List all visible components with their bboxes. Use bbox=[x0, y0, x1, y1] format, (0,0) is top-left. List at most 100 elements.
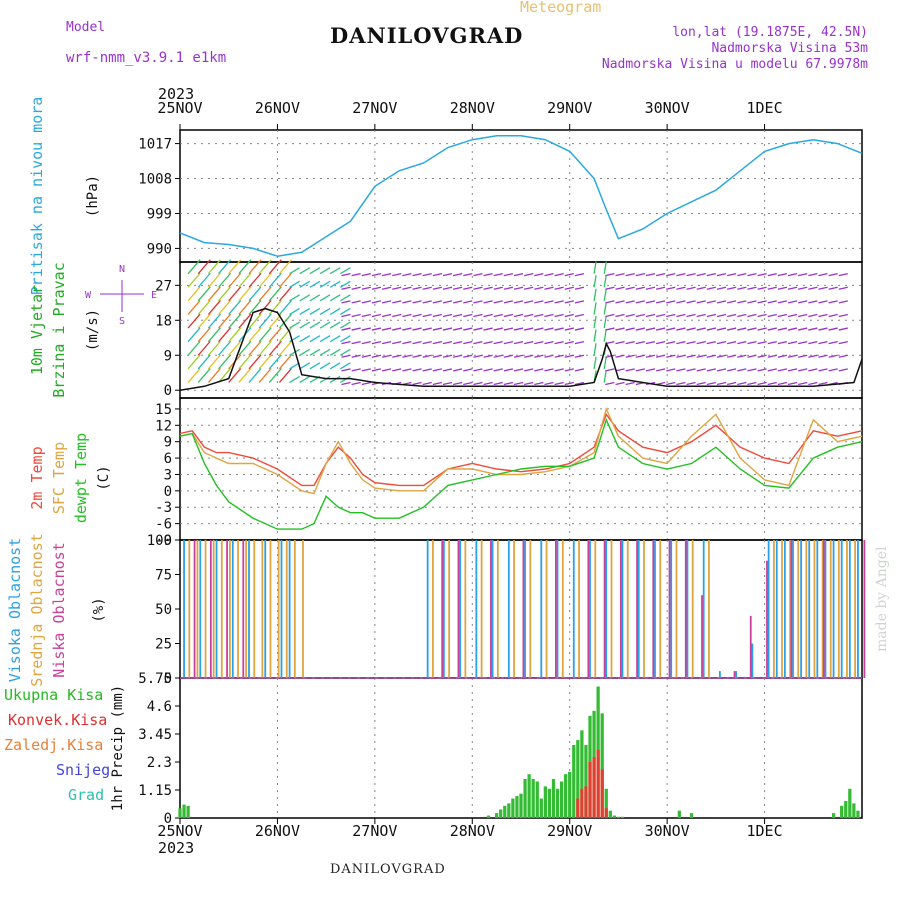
wind-barb bbox=[787, 354, 798, 358]
wind-barb bbox=[544, 368, 554, 372]
wind-barb bbox=[341, 286, 351, 290]
precip-bar bbox=[584, 786, 588, 818]
precip-bar bbox=[600, 713, 604, 818]
wind-barb bbox=[666, 313, 676, 318]
wind-barb bbox=[463, 368, 473, 372]
wind-barb bbox=[340, 267, 351, 275]
wind-barb bbox=[818, 286, 828, 290]
wind-barb bbox=[798, 327, 808, 331]
precip-legend-item: Ukupna Kisa bbox=[4, 686, 103, 704]
wind-barb bbox=[716, 341, 727, 345]
model-label: Model bbox=[66, 20, 106, 35]
precip-bar bbox=[495, 813, 499, 818]
wind-barb bbox=[838, 300, 848, 304]
product-label: Meteogram bbox=[520, 0, 602, 16]
wind-barb bbox=[593, 356, 597, 369]
wind-barb bbox=[727, 341, 737, 345]
wind-barb bbox=[218, 327, 232, 343]
wind-barb bbox=[371, 341, 382, 345]
wind-barb bbox=[676, 381, 686, 386]
wind-barb bbox=[625, 286, 635, 290]
wind-barb bbox=[351, 313, 361, 318]
wind-barb bbox=[544, 273, 554, 277]
temperature-ytick-label: 15 bbox=[155, 402, 172, 418]
footer-station: DANILOVGRAD bbox=[330, 862, 446, 877]
wind-barb bbox=[402, 354, 412, 358]
wind-barb bbox=[716, 327, 727, 331]
wind-barb bbox=[299, 362, 311, 370]
precipitation-ytick-label: 1.15 bbox=[138, 783, 172, 799]
wind-barb bbox=[412, 300, 422, 304]
cloud-axis-title-2: Srednja Oblacnost bbox=[28, 533, 46, 687]
wind-barb bbox=[207, 300, 221, 315]
wind-barb bbox=[777, 286, 788, 290]
wind-barb bbox=[341, 273, 351, 277]
wind-barb bbox=[757, 327, 767, 331]
wind-barb bbox=[197, 354, 211, 370]
precip-bar bbox=[559, 781, 564, 818]
wind-barb bbox=[777, 313, 788, 318]
wind-barb bbox=[737, 341, 747, 345]
wind-barb bbox=[351, 381, 361, 386]
wind-barb bbox=[706, 341, 716, 345]
precip-bar bbox=[689, 813, 694, 818]
wind-barb bbox=[615, 381, 625, 386]
wind-barb bbox=[828, 313, 838, 318]
wind-barb bbox=[452, 327, 463, 331]
wind-barb bbox=[452, 381, 463, 386]
wind-barb bbox=[666, 327, 676, 331]
wind-barb bbox=[351, 300, 361, 304]
wind-barb bbox=[422, 341, 432, 345]
wind-barb bbox=[248, 272, 262, 288]
wind-barb bbox=[289, 321, 300, 329]
wind-barb bbox=[818, 327, 828, 331]
wind-barb bbox=[676, 354, 686, 358]
wind-barb bbox=[655, 368, 666, 372]
wind-barb bbox=[737, 273, 747, 277]
wind-barb bbox=[187, 368, 201, 383]
date-label-bottom: 25NOV bbox=[157, 822, 202, 840]
wind-barb bbox=[798, 286, 808, 290]
date-label-top: 30NOV bbox=[645, 99, 690, 117]
wind-barb bbox=[798, 313, 808, 318]
wind-barb bbox=[686, 286, 696, 290]
wind-barb bbox=[635, 327, 645, 331]
wind-barb bbox=[808, 300, 818, 304]
wind-barb bbox=[432, 300, 442, 304]
wind-barb bbox=[412, 313, 422, 318]
wind-barb bbox=[767, 273, 777, 277]
wind-barb bbox=[493, 273, 503, 277]
precip-bar bbox=[486, 815, 491, 818]
wind-barb bbox=[442, 313, 453, 318]
wind-barb bbox=[798, 300, 808, 304]
wind-barb bbox=[371, 300, 382, 304]
wind-barb bbox=[767, 327, 777, 331]
wind-barb bbox=[329, 280, 341, 288]
wind-barb bbox=[503, 341, 514, 345]
wind-barb bbox=[289, 335, 300, 343]
wind-barb bbox=[493, 368, 503, 372]
wind-barb bbox=[483, 327, 493, 331]
wind-barb bbox=[635, 354, 645, 358]
wind-barb bbox=[493, 286, 503, 290]
wind-barb bbox=[248, 368, 262, 383]
precip-bar bbox=[600, 769, 604, 818]
wind-barb bbox=[777, 354, 788, 358]
wind-barb bbox=[340, 335, 351, 343]
precip-bar bbox=[677, 810, 681, 818]
wind-barb bbox=[278, 368, 292, 383]
wind-barb bbox=[564, 341, 574, 345]
precip-bar bbox=[572, 744, 576, 818]
wind-barb bbox=[319, 335, 331, 343]
wind-barb bbox=[787, 341, 798, 345]
precip-bar bbox=[580, 788, 584, 818]
wind-barb bbox=[593, 315, 597, 329]
wind-barb bbox=[392, 341, 402, 345]
wind-barb bbox=[412, 368, 422, 372]
cloud-axis-title-3: Niska Oblacnost bbox=[50, 542, 68, 677]
wind-barb bbox=[319, 280, 331, 288]
wind-barb bbox=[524, 327, 534, 331]
wind-barb bbox=[554, 327, 564, 331]
wind-barb bbox=[635, 300, 645, 304]
